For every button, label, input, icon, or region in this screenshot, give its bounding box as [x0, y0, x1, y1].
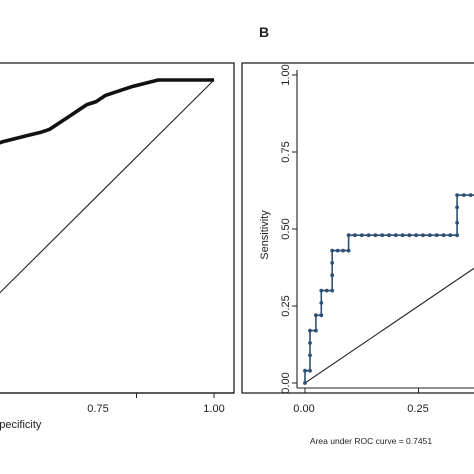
panel-b-x-tick-label: 0.00	[293, 403, 314, 415]
panel-b-roc-point	[387, 233, 391, 238]
panel-a-x-tick-labels: 0.75 1.00	[87, 403, 224, 415]
panel-b-roc-point	[346, 233, 351, 238]
panel-b-roc-point	[330, 261, 335, 265]
panel-a-roc-curve	[0, 78, 214, 145]
panel-a-x-axis-label-clip: 1 - Specificity	[0, 419, 42, 431]
panel-b-roc-point	[407, 233, 412, 238]
panel-b-roc-point	[324, 288, 329, 293]
panel-b-roc-point	[359, 233, 364, 238]
panel-b-roc-point	[366, 233, 371, 238]
panel-b-roc-point	[330, 248, 335, 253]
panel-b-label: B	[259, 24, 269, 40]
panel-b-roc-point	[335, 248, 340, 253]
panel-b-y-tick-label: 0.50	[280, 218, 292, 239]
panel-b-roc-point	[308, 341, 312, 345]
panel-b-roc-point	[330, 288, 335, 293]
panel-b-roc-point	[455, 220, 459, 225]
panel-b-y-tick-labels: 0.00 0.25 0.50 0.75 1.00	[280, 64, 292, 393]
panel-b-roc-point	[314, 313, 318, 318]
panel-b-roc-point	[400, 233, 405, 238]
panel-b-roc-point	[353, 233, 357, 238]
panel-b-roc-point	[455, 193, 459, 198]
panel-b-roc-point	[330, 273, 335, 278]
panel-a-x-tick-label: 0.75	[87, 403, 108, 415]
panel-b-roc-point	[393, 233, 398, 238]
panel-b-x-ticks	[304, 388, 419, 393]
panel-b: B 0.00 0.25 0.50 0.75 1.00 Sensitivity 0…	[241, 24, 474, 446]
panel-b-roc-point	[414, 233, 419, 238]
panel-b-roc-point	[434, 233, 439, 238]
panel-b-y-tick-label: 0.25	[280, 295, 292, 316]
panel-b-roc-point	[319, 301, 324, 305]
panel-b-roc-point	[308, 368, 312, 373]
panel-b-roc-point	[441, 233, 446, 238]
panel-b-roc-point	[319, 313, 324, 318]
panel-b-roc-point	[341, 248, 345, 253]
panel-b-roc-point	[303, 368, 307, 373]
panel-b-x-tick-labels: 0.00 0.25	[293, 403, 428, 415]
panel-a-x-ticks	[136, 393, 215, 398]
panel-a-plot-frame	[0, 62, 235, 394]
panel-b-roc-point	[314, 328, 318, 333]
panel-b-roc-point	[462, 193, 466, 198]
panel-b-roc-point	[319, 288, 324, 293]
panel-b-roc-point	[468, 193, 473, 198]
panel-b-y-tick-label: 1.00	[280, 64, 292, 85]
panel-b-roc-point	[448, 233, 453, 238]
panel-b-roc-point	[308, 328, 312, 333]
panel-a-x-axis-label: 1 - Specificity	[0, 419, 42, 431]
panel-b-y-axis-label: Sensitivity	[259, 210, 271, 260]
panel-b-roc-point	[428, 233, 432, 238]
panel-b-y-tick-label: 0.00	[280, 372, 292, 393]
panel-b-roc-point	[303, 381, 307, 385]
panel-a: 0.75 1.00 1 - Specificity	[0, 62, 235, 431]
panel-b-roc-point	[455, 205, 459, 210]
panel-b-x-tick-label: 0.25	[407, 403, 428, 415]
panel-b-roc-markers	[303, 193, 473, 385]
panel-b-roc-point	[346, 248, 351, 253]
panel-b-plot-frame	[241, 62, 474, 394]
panel-b-reference-line	[304, 267, 474, 384]
panel-a-reference-line	[0, 79, 215, 294]
panel-b-y-ticks	[292, 74, 297, 384]
panel-b-roc-point	[380, 233, 385, 238]
panel-b-roc-point	[308, 353, 312, 358]
panel-b-auc-annotation: Area under ROC curve = 0.7451	[310, 436, 432, 446]
panel-b-roc-point	[373, 233, 378, 238]
panel-b-roc-point	[455, 233, 459, 238]
panel-b-roc-point	[421, 233, 425, 238]
panel-a-x-tick-label: 1.00	[203, 403, 224, 415]
panel-b-y-tick-label: 0.75	[280, 141, 292, 162]
